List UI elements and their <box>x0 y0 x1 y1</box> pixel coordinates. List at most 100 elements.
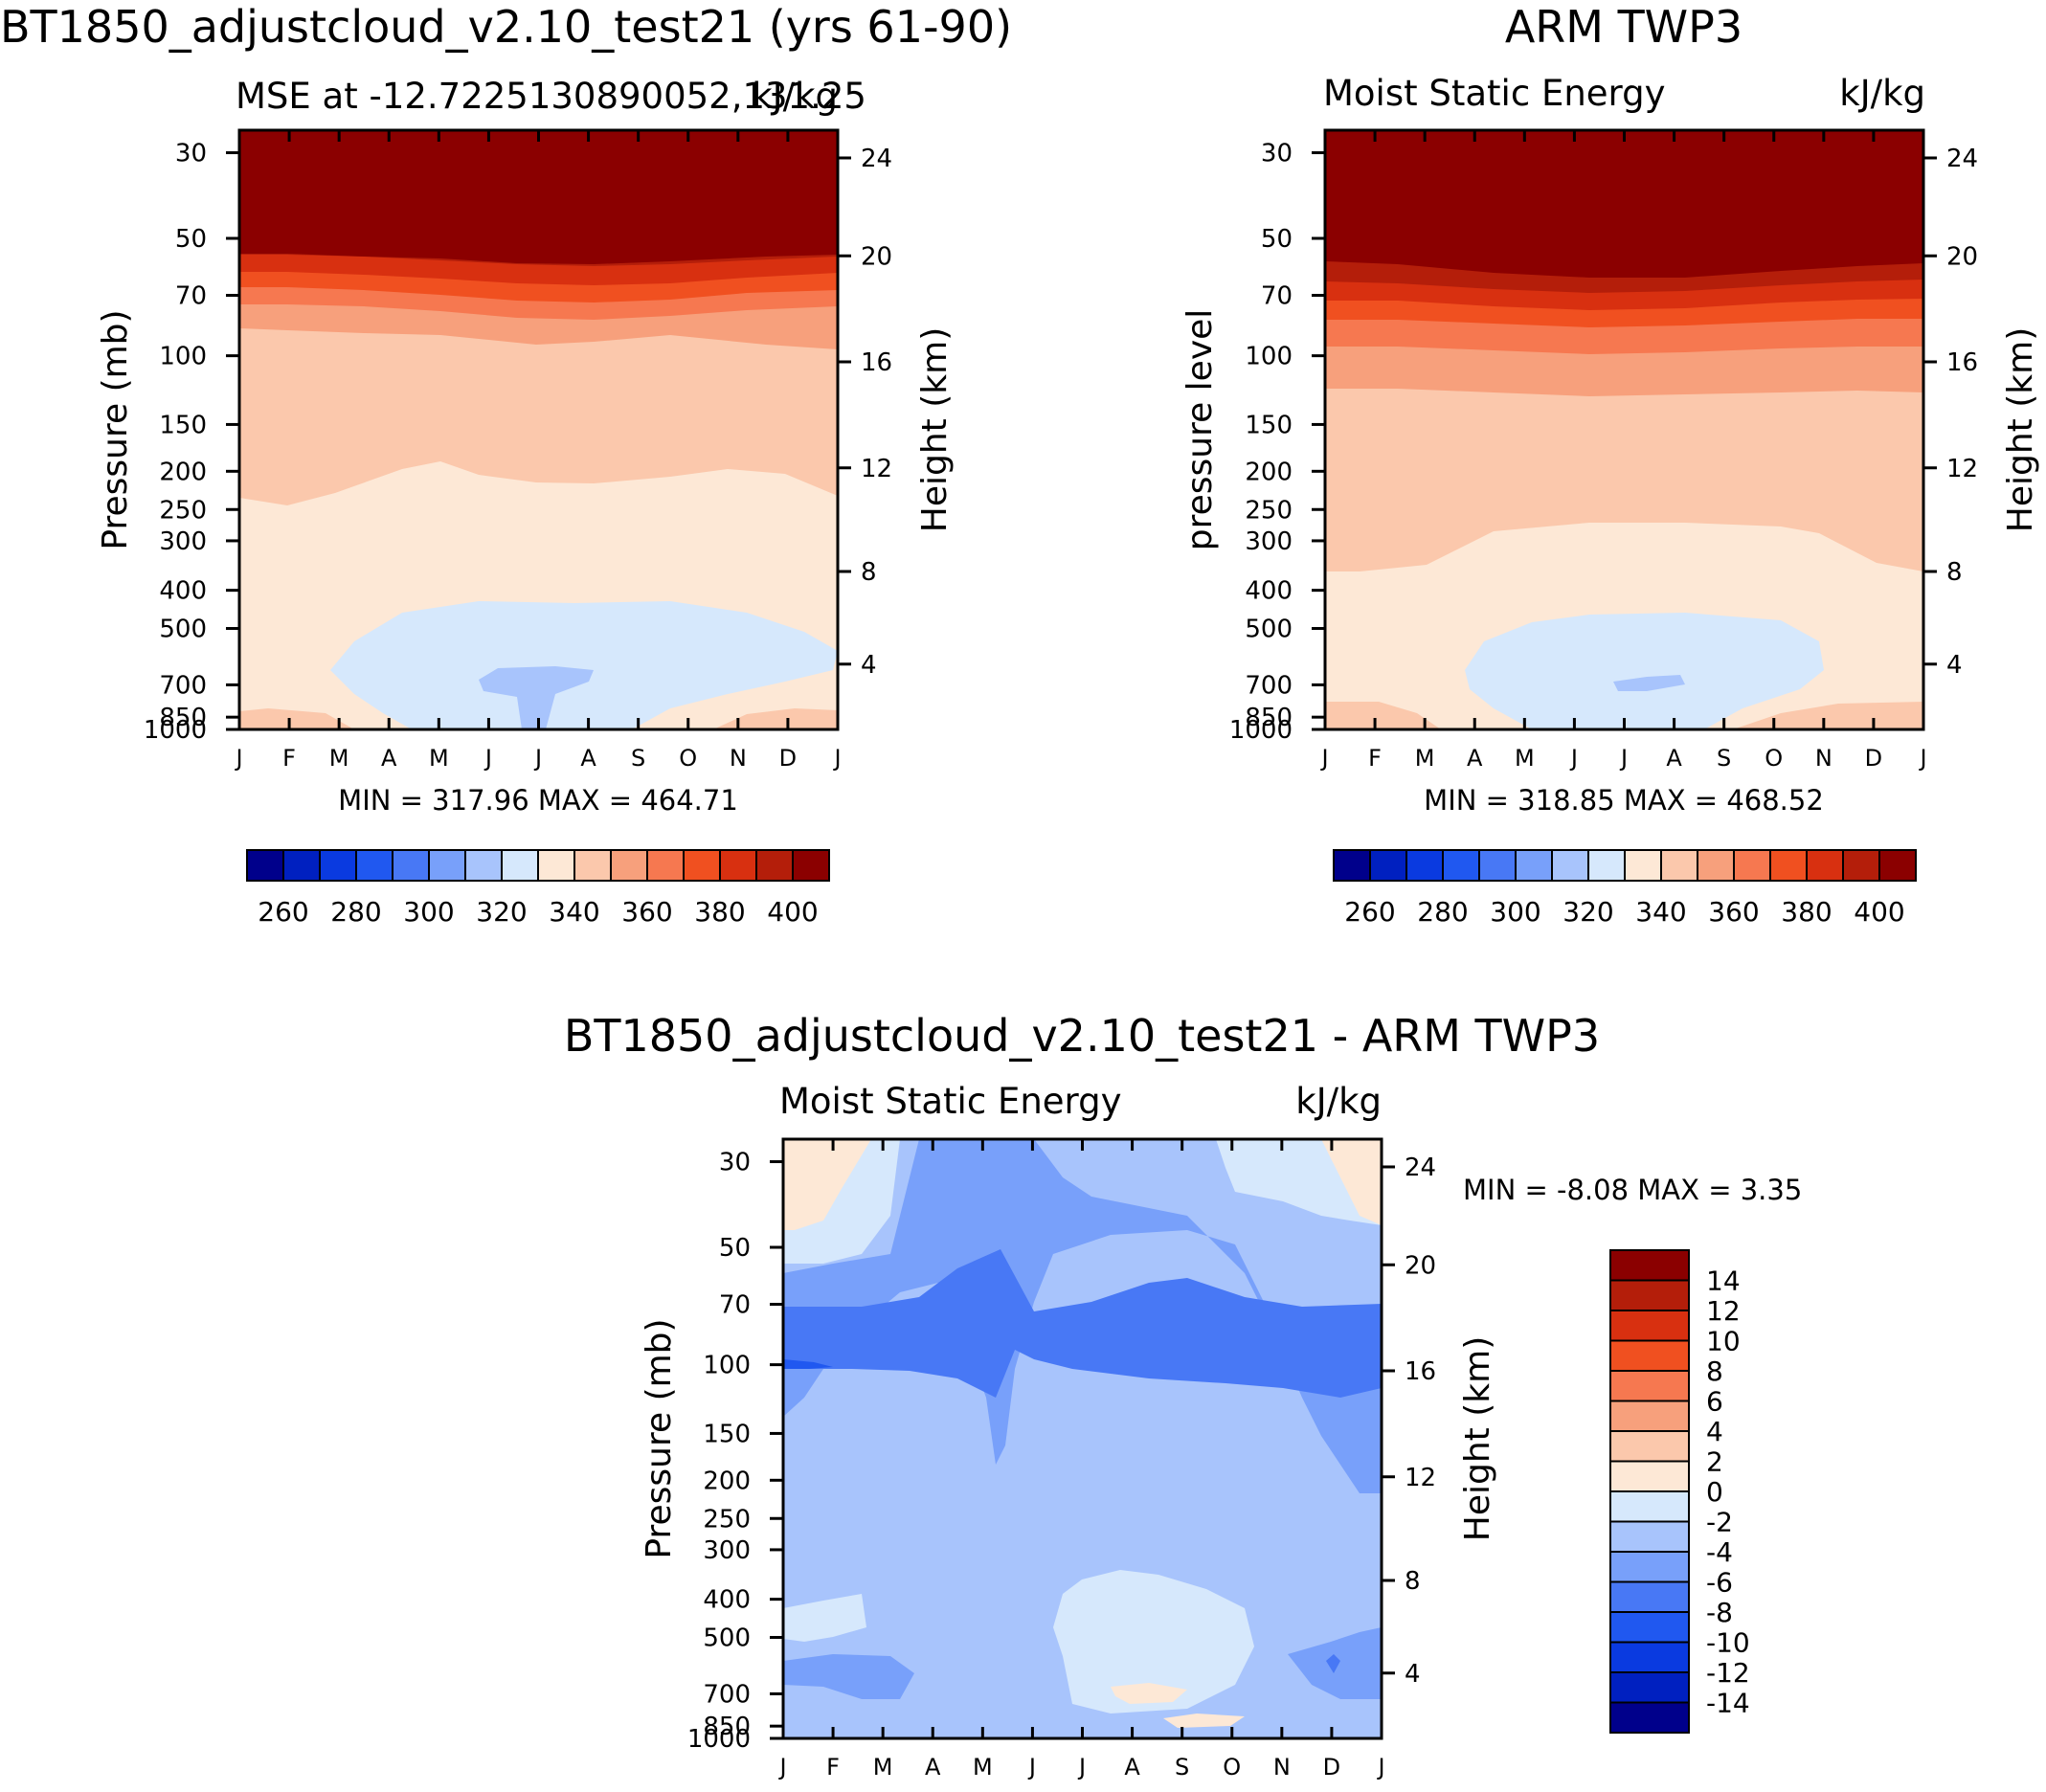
colorbar-box <box>1609 1611 1690 1644</box>
colorbar-label: 360 <box>621 896 672 928</box>
model-fill-410 <box>239 130 838 264</box>
colorbar-label: 320 <box>1563 896 1613 928</box>
y-tick-label: 100 <box>159 343 207 371</box>
y2-tick-label: 24 <box>1946 145 1978 173</box>
colorbar-box <box>1609 1249 1690 1282</box>
colorbar-box <box>1609 1520 1690 1553</box>
y2-tick-label: 20 <box>1405 1251 1436 1280</box>
colorbar-label: 380 <box>1781 896 1832 928</box>
diff-y2label: Height (km) <box>1458 1336 1497 1541</box>
x-tick-label: D <box>1865 745 1882 772</box>
colorbar-box <box>1609 1339 1690 1372</box>
diff-fill-0-left <box>783 1594 866 1642</box>
colorbar-label: 340 <box>549 896 599 928</box>
obs-subtitle-left: Moist Static Energy <box>1323 73 1665 114</box>
obs-title: ARM TWP3 <box>1505 1 1742 53</box>
y2-tick-label: 24 <box>861 145 892 173</box>
colorbar-label: 14 <box>1706 1266 1741 1297</box>
y-tick-label: 30 <box>175 140 207 168</box>
diff-stats: MIN = -8.08 MAX = 3.35 <box>1463 1174 1802 1206</box>
colorbar-box <box>1478 849 1517 882</box>
obs-fill-320 <box>1465 613 1824 729</box>
colorbar-box <box>464 849 503 882</box>
colorbar-box <box>1609 1279 1690 1311</box>
x-tick-label: M <box>1415 745 1435 772</box>
colorbar-box <box>1609 1400 1690 1432</box>
model-fill-310 <box>479 666 594 729</box>
diff-fill-neg6-dot <box>1326 1654 1340 1673</box>
x-tick-label: A <box>580 745 596 772</box>
colorbar-label: 400 <box>1854 896 1904 928</box>
model-contour-field <box>239 130 838 729</box>
colorbar-box <box>355 849 393 882</box>
colorbar-box <box>1609 1460 1690 1492</box>
y-tick-label: 500 <box>703 1624 751 1653</box>
y2-tick-label: 16 <box>1946 348 1978 377</box>
obs-fill-350-low <box>1325 702 1441 729</box>
colorbar-box <box>792 849 830 882</box>
diff-title: BT1850_adjustcloud_v2.10_test21 - ARM TW… <box>564 1010 1600 1062</box>
colorbar-box <box>1551 849 1589 882</box>
y-tick-label: 200 <box>159 458 207 486</box>
model-subtitle-left: MSE at -12.7225130890052,131.25 <box>236 76 866 117</box>
obs-contour-field <box>1325 130 1923 729</box>
colorbar-box <box>501 849 539 882</box>
y-tick-label: 300 <box>1245 527 1293 556</box>
x-tick-label: O <box>1765 745 1783 772</box>
diff-subtitle-right: kJ/kg <box>1295 1081 1382 1122</box>
colorbar-label: 2 <box>1706 1446 1723 1478</box>
y-tick-label: 70 <box>1261 282 1293 311</box>
colorbar-box <box>1609 1551 1690 1583</box>
model-ylabel: Pressure (mb) <box>96 309 135 549</box>
colorbar-label: -10 <box>1706 1627 1750 1659</box>
y-tick-label: 250 <box>159 496 207 525</box>
y-tick-label: 500 <box>1245 616 1293 644</box>
diff-fill-neg8 <box>783 1359 833 1369</box>
diff-fill-2-low <box>1163 1714 1245 1728</box>
y-tick-label: 500 <box>159 616 207 644</box>
obs-fill-410 <box>1325 130 1923 278</box>
model-subtitle-right: kJ/kg <box>752 76 838 117</box>
x-tick-label: A <box>1124 1754 1140 1781</box>
y-tick-label: 700 <box>703 1680 751 1709</box>
colorbar-box <box>683 849 721 882</box>
x-tick-label: J <box>533 745 542 772</box>
colorbar-box <box>1624 849 1662 882</box>
x-tick-label: M <box>329 745 349 772</box>
y2-tick-label: 8 <box>861 558 877 587</box>
y-tick-label: 70 <box>175 282 207 311</box>
model-title: BT1850_adjustcloud_v2.10_test21 (yrs 61-… <box>0 1 1012 53</box>
colorbar-label: 300 <box>1490 896 1540 928</box>
colorbar-label: 400 <box>767 896 818 928</box>
y-tick-label: 50 <box>719 1234 751 1263</box>
y2-tick-label: 8 <box>1946 558 1963 587</box>
colorbar-box <box>1515 849 1553 882</box>
y2-tick-label: 12 <box>1405 1464 1436 1492</box>
colorbar-label: 260 <box>1344 896 1395 928</box>
x-tick-label: N <box>1273 1754 1291 1781</box>
colorbar-box <box>646 849 685 882</box>
colorbar-box <box>1660 849 1698 882</box>
model-fill-350-low <box>239 708 354 729</box>
x-tick-label: J <box>1027 1754 1036 1781</box>
x-tick-label: M <box>873 1754 893 1781</box>
colorbar-box <box>1609 1370 1690 1402</box>
y-tick-label: 50 <box>175 225 207 254</box>
y-tick-label: 300 <box>703 1536 751 1565</box>
obs-y2label: Height (km) <box>2001 327 2040 532</box>
x-tick-label: J <box>832 745 841 772</box>
colorbar-label: 12 <box>1706 1295 1741 1327</box>
diff-fill-2-topright <box>1321 1139 1382 1225</box>
colorbar-box <box>282 849 321 882</box>
colorbar-box <box>1609 1671 1690 1704</box>
x-tick-label: J <box>1077 1754 1086 1781</box>
x-tick-label: M <box>429 745 449 772</box>
model-fill-350-low-right <box>713 708 838 729</box>
x-tick-label: D <box>1323 1754 1340 1781</box>
y-tick-label: 400 <box>159 577 207 606</box>
y-tick-label: 1000 <box>144 716 207 745</box>
x-tick-label: O <box>1223 1754 1241 1781</box>
